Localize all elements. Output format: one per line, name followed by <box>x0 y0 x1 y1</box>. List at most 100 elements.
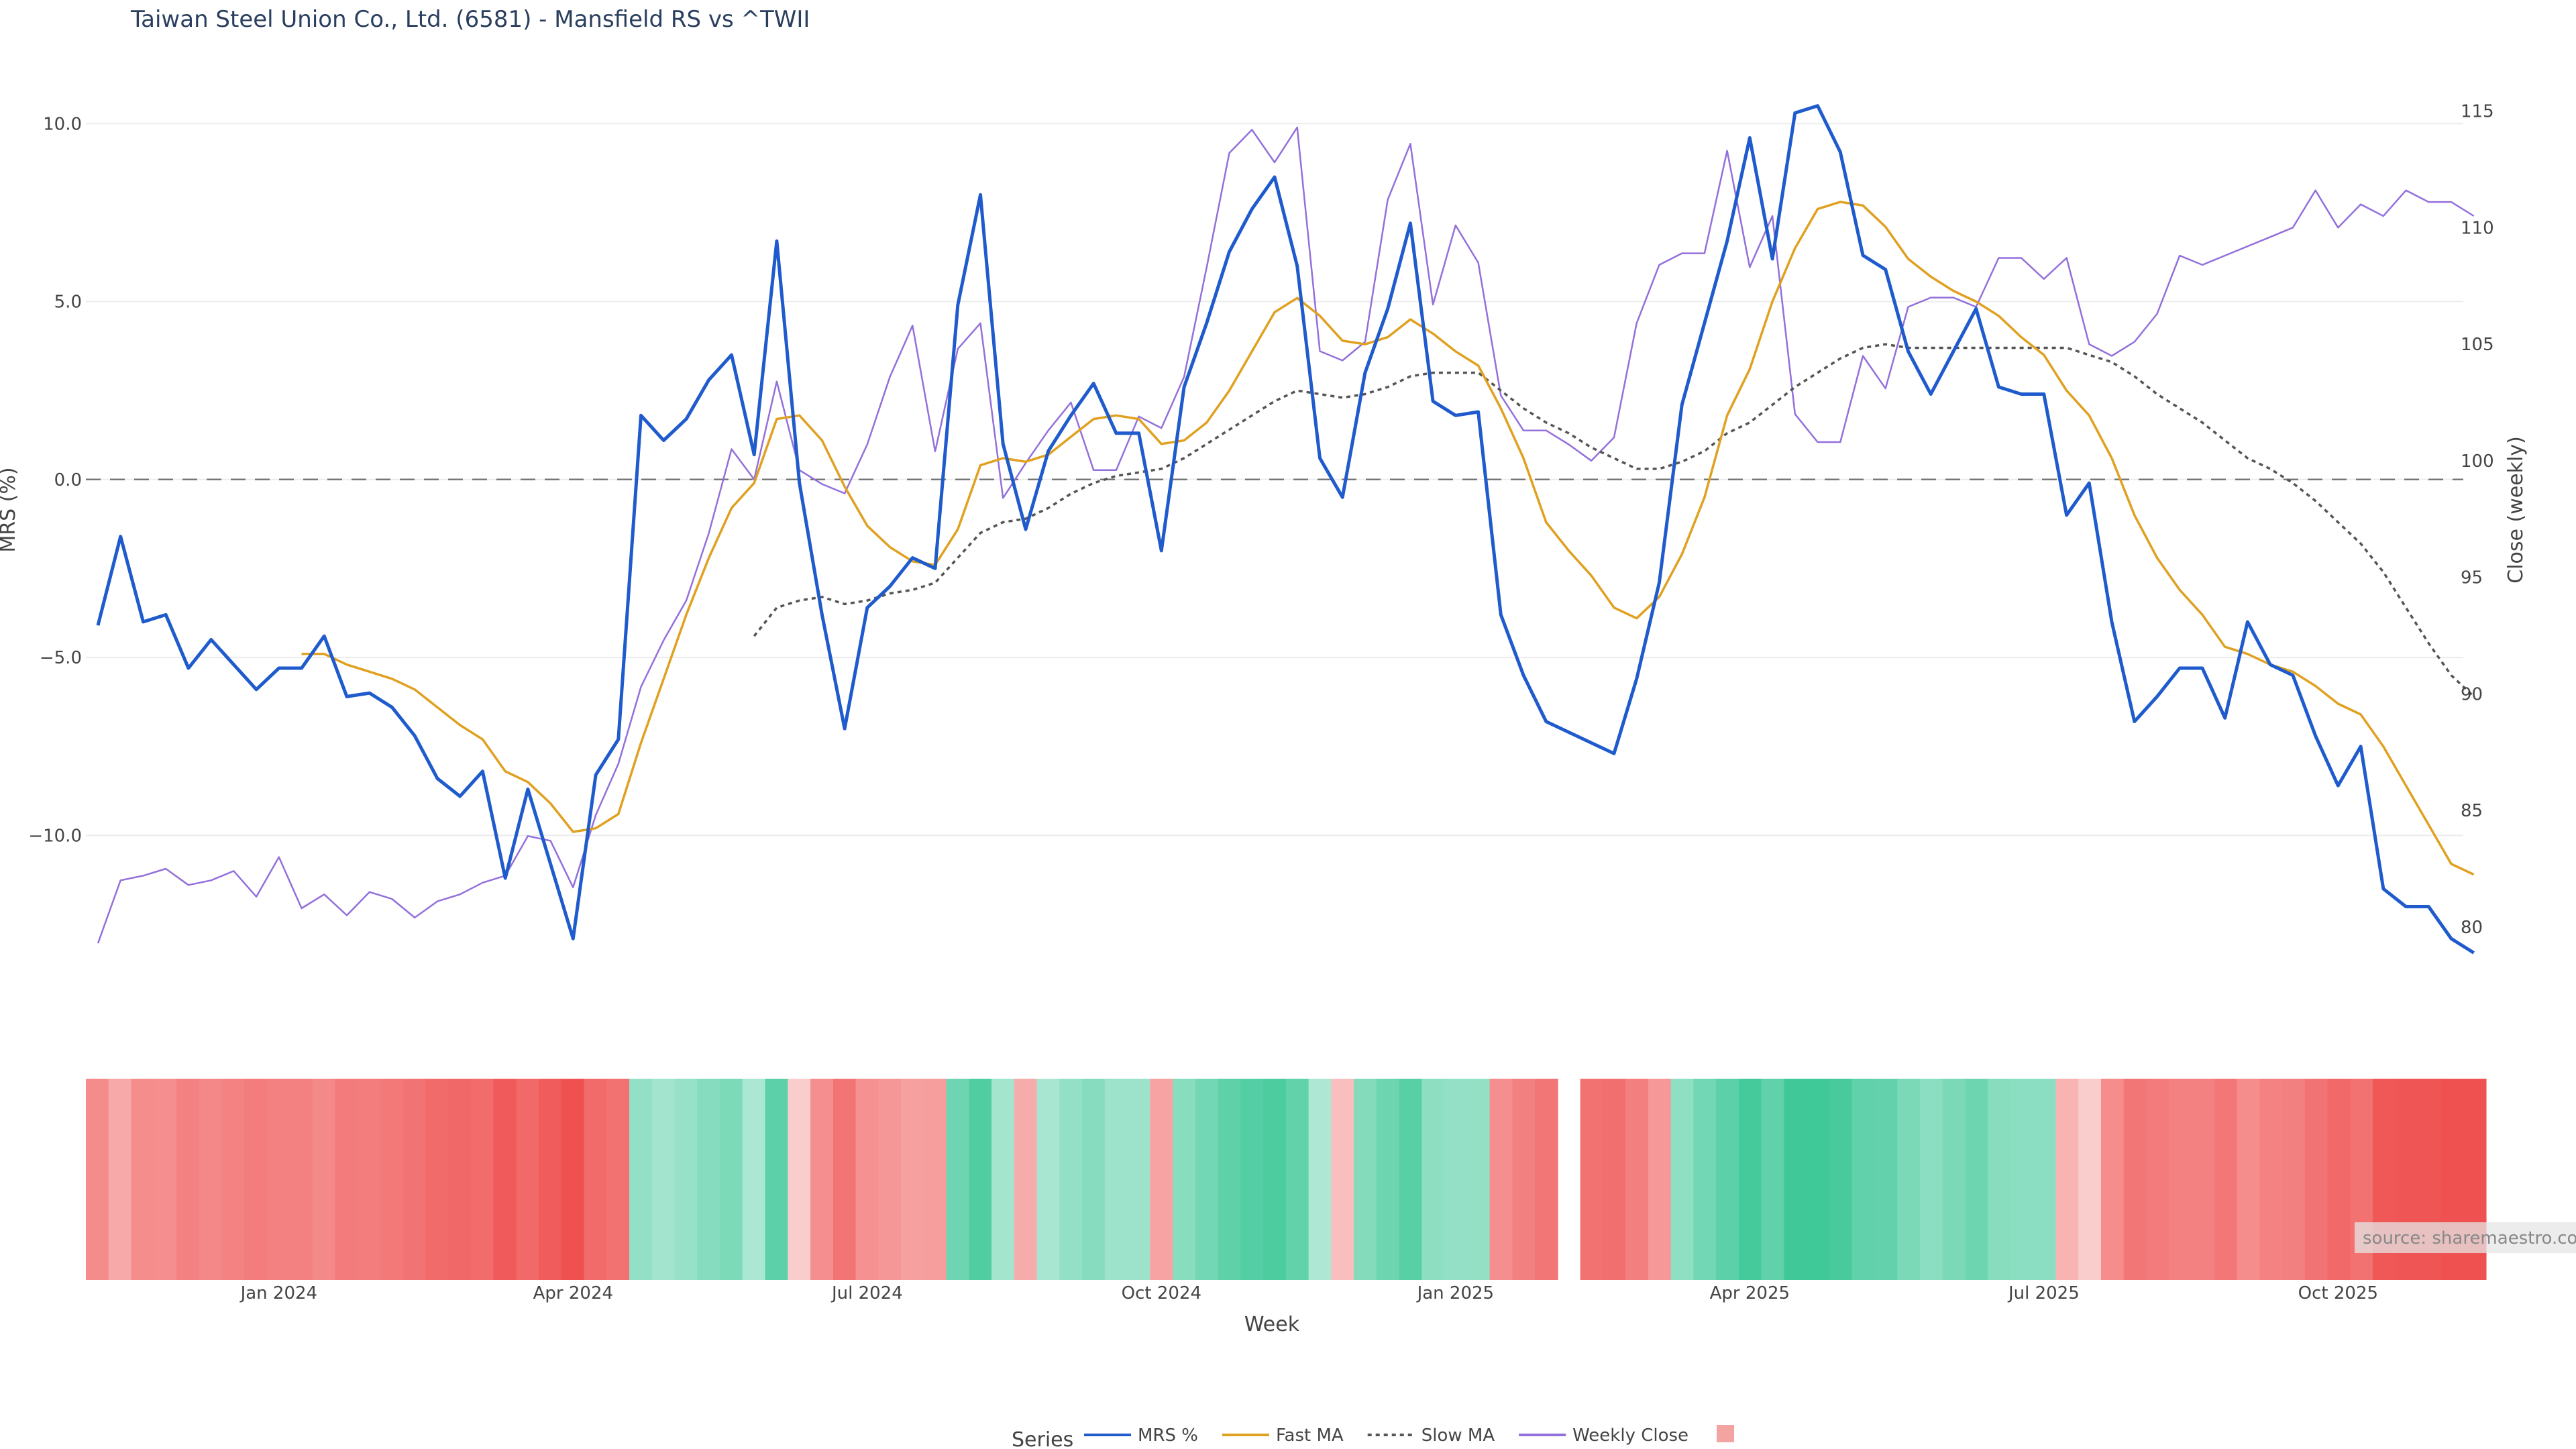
heatmap-cell <box>244 1079 268 1280</box>
heatmap-cell <box>923 1079 947 1280</box>
legend-label: MRS % <box>1138 1426 1198 1446</box>
heatmap-cell <box>1489 1079 1513 1280</box>
heatmap-cell <box>1014 1079 1038 1280</box>
heatmap-cell <box>969 1079 992 1280</box>
heatmap-cell <box>402 1079 427 1280</box>
heatmap-strip <box>86 1079 2487 1280</box>
heatmap-cell <box>1399 1079 1423 1280</box>
heatmap-cell <box>2033 1079 2057 1280</box>
heatmap-cell <box>1648 1079 1672 1280</box>
legend-label: Fast MA <box>1276 1426 1344 1446</box>
heatmap-cell <box>1829 1079 1853 1280</box>
legend-heatmap-swatch <box>1717 1425 1735 1442</box>
legend-label: Slow MA <box>1421 1426 1495 1446</box>
heatmap-cell <box>1150 1079 1173 1280</box>
x-tick-label: Oct 2025 <box>2298 1283 2378 1303</box>
y-left-tick-label: 10.0 <box>43 114 82 134</box>
heatmap-cell <box>855 1079 879 1280</box>
heatmap-cell <box>1173 1079 1196 1280</box>
heatmap-cell <box>154 1079 177 1280</box>
heatmap-cell <box>335 1079 358 1280</box>
heatmap-cell <box>2237 1079 2261 1280</box>
x-tick-label: Jan 2024 <box>239 1283 318 1303</box>
grid-lines <box>86 123 2463 837</box>
y-left-tick-label: −5.0 <box>40 648 82 668</box>
series-line-slow-ma <box>753 343 2475 698</box>
heatmap-cell <box>1308 1079 1332 1280</box>
y-right-axis-title: Close (weekly) <box>2504 436 2528 584</box>
heatmap-cell <box>131 1079 155 1280</box>
heatmap-cell <box>946 1079 970 1280</box>
series-line-fast-ma <box>301 201 2475 876</box>
watermark: source: sharemaestro.com <box>2363 1228 2576 1248</box>
heatmap-cell <box>674 1079 698 1280</box>
heatmap-cell <box>720 1079 743 1280</box>
heatmap-cell <box>1625 1079 1649 1280</box>
heatmap-cell <box>1851 1079 1876 1280</box>
heatmap-cell <box>1942 1079 1966 1280</box>
heatmap-cell <box>1670 1079 1695 1280</box>
y-left-tick-label: 5.0 <box>54 292 82 313</box>
x-tick-label: Oct 2024 <box>1122 1283 1201 1303</box>
heatmap-cell <box>358 1079 381 1280</box>
heatmap-cell <box>1331 1079 1354 1280</box>
heatmap-cell <box>901 1079 924 1280</box>
heatmap-cell <box>788 1079 811 1280</box>
heatmap-cell <box>561 1079 585 1280</box>
heatmap-cell <box>1988 1079 2011 1280</box>
heatmap-cell <box>470 1079 494 1280</box>
y-right-tick-label: 90 <box>2461 684 2483 704</box>
heatmap-cell <box>1512 1079 1536 1280</box>
heatmap-cell <box>2100 1079 2125 1280</box>
heatmap-cell <box>2259 1079 2283 1280</box>
heatmap-cell <box>1059 1079 1083 1280</box>
watermark-bg <box>2355 1222 2576 1253</box>
heatmap-cell <box>1965 1079 1988 1280</box>
heatmap-cell <box>493 1079 517 1280</box>
heatmap-cell <box>2282 1079 2306 1280</box>
series-line-weekly-close <box>97 126 2475 944</box>
y-right-tick-label: 80 <box>2461 918 2483 938</box>
heatmap-cell <box>1104 1079 1128 1280</box>
series-lines <box>96 104 2475 955</box>
heatmap-cell <box>1580 1079 1604 1280</box>
heatmap-cell <box>312 1079 336 1280</box>
heatmap-cell <box>221 1079 246 1280</box>
heatmap-cell <box>1919 1079 1943 1280</box>
heatmap-cell <box>1444 1079 1468 1280</box>
heatmap-cell <box>1716 1079 1739 1280</box>
heatmap-cell <box>2169 1079 2192 1280</box>
heatmap-cell <box>539 1079 562 1280</box>
y-left-tick-label: 0.0 <box>54 470 82 490</box>
heatmap-cell <box>1738 1079 1762 1280</box>
heatmap-cell <box>1535 1079 1558 1280</box>
x-tick-label: Apr 2025 <box>1710 1283 1790 1303</box>
heatmap-cell <box>380 1079 404 1280</box>
x-axis-title: Week <box>1244 1313 1300 1336</box>
heatmap-cell <box>1784 1079 1807 1280</box>
heatmap-cell <box>1263 1079 1287 1280</box>
heatmap-cell <box>2327 1079 2351 1280</box>
heatmap-cell <box>1693 1079 1717 1280</box>
heatmap-cell <box>2191 1079 2215 1280</box>
heatmap-cell <box>1897 1079 1921 1280</box>
heatmap-cell <box>697 1079 720 1280</box>
series-line-mrs- <box>96 104 2475 955</box>
heatmap-cell <box>1240 1079 1264 1280</box>
legend-label: Weekly Close <box>1572 1426 1688 1446</box>
legend-title: Series <box>1012 1428 1073 1449</box>
heatmap-cell <box>199 1079 223 1280</box>
heatmap-cell <box>742 1079 766 1280</box>
heatmap-cell <box>448 1079 472 1280</box>
heatmap-cell <box>833 1079 857 1280</box>
heatmap-cell <box>2123 1079 2147 1280</box>
heatmap-cell <box>2304 1079 2328 1280</box>
y-right-tick-label: 100 <box>2461 451 2494 472</box>
heatmap-cell <box>2146 1079 2170 1280</box>
heatmap-cell <box>1036 1079 1061 1280</box>
heatmap-cell <box>2214 1079 2238 1280</box>
heatmap-cell <box>1354 1079 1377 1280</box>
heatmap-cell <box>1603 1079 1626 1280</box>
x-tick-label: Apr 2024 <box>533 1283 613 1303</box>
